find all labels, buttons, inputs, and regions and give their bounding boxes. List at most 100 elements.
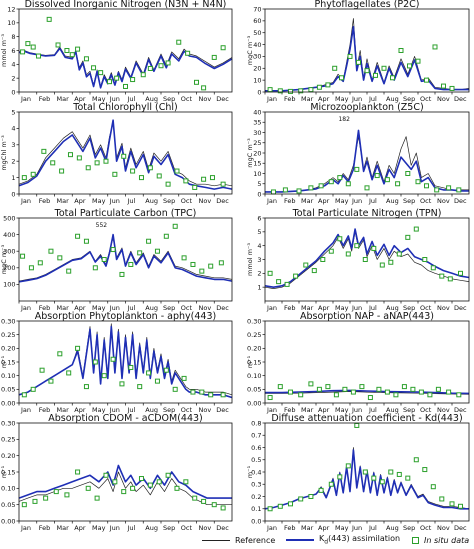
x-tick-label: Apr (318, 95, 330, 103)
x-tick-label: Feb (39, 406, 51, 414)
in-situ-point (410, 386, 416, 392)
in-situ-point (91, 65, 97, 71)
y-tick-label: 0.25 (1, 331, 15, 339)
in-situ-point (25, 41, 31, 47)
x-tick-label: Apr (74, 197, 86, 205)
legend-item-reference: Reference (202, 533, 275, 547)
x-tick-label: Jan (266, 304, 277, 312)
in-situ-point (112, 171, 118, 177)
in-situ-point (165, 472, 171, 478)
in-situ-point (384, 389, 390, 395)
in-situ-point (395, 181, 401, 187)
x-tick-label: Dec (216, 406, 229, 414)
in-situ-point (146, 238, 152, 244)
x-tick-label: Sep (163, 95, 175, 103)
x-tick-label: Apr (318, 304, 330, 312)
x-tick-label: Jul (368, 406, 377, 414)
in-situ-point (83, 384, 89, 390)
x-tick-label: Jan (20, 524, 31, 532)
x-tick-label: May (335, 406, 349, 414)
series-assimilation-line (265, 389, 470, 395)
y-tick-label: 0.30 (1, 419, 15, 427)
y-axis-label: mgChl m⁻³ (0, 135, 8, 171)
x-tick-label: Nov (199, 406, 212, 414)
in-situ-point (298, 496, 304, 502)
in-situ-point (57, 255, 63, 261)
x-tick-label: Jun (351, 197, 362, 205)
x-tick-label: Aug (145, 304, 158, 312)
x-tick-label: Aug (386, 197, 399, 205)
x-tick-label: Jan (20, 304, 31, 312)
in-situ-point (112, 479, 118, 485)
plot-frame (264, 217, 470, 302)
y-tick-label: 10 (7, 19, 15, 27)
in-situ-point (354, 422, 360, 428)
in-situ-point (430, 265, 436, 271)
x-tick-label: Dec (216, 95, 229, 103)
in-situ-point (347, 53, 353, 59)
in-situ-point (165, 181, 171, 187)
in-situ-point (458, 270, 463, 276)
in-situ-point (288, 501, 293, 507)
in-situ-point (21, 175, 27, 181)
y-tick-label: 5 (257, 228, 261, 236)
y-tick-label: 4 (257, 242, 261, 250)
y-tick-label: 2 (11, 158, 15, 166)
in-situ-point (373, 72, 378, 78)
x-tick-label: Oct (420, 524, 432, 532)
in-situ-point (66, 370, 72, 376)
y-tick-label: 2 (11, 74, 15, 82)
x-tick-label: Sep (163, 304, 175, 312)
x-tick-label: Oct (420, 406, 432, 414)
x-tick-label: Nov (437, 95, 450, 103)
y-tick-label: 4 (11, 125, 15, 133)
chart-panel-1: Dissolved Inorganic Nitrogen (N3N + N4N)… (0, 0, 233, 103)
chart-panel-7: Absorption Phytoplankton - aphy(443)m⁻¹0… (0, 311, 233, 414)
annotation-label: 552 (96, 222, 108, 229)
in-situ-point (356, 59, 361, 65)
y-axis-label: mgC m⁻³ (246, 35, 254, 65)
in-situ-point (137, 250, 143, 256)
in-situ-point (172, 386, 178, 392)
y-tick-label: 100 (3, 281, 15, 289)
x-tick-label: Nov (437, 197, 450, 205)
in-situ-point (371, 245, 377, 251)
in-situ-point (318, 183, 324, 189)
in-situ-point (388, 469, 394, 475)
series-reference-line (18, 46, 233, 87)
x-tick-label: Sep (163, 524, 175, 532)
x-tick-label: Feb (284, 95, 296, 103)
in-situ-point (364, 68, 370, 74)
in-situ-point (190, 389, 196, 395)
in-situ-point (128, 364, 134, 370)
x-tick-label: Jun (109, 95, 120, 103)
in-situ-point (337, 474, 343, 480)
in-situ-point (288, 88, 293, 94)
in-situ-point (390, 75, 395, 81)
y-tick-label: 0.20 (1, 345, 15, 353)
x-tick-label: Apr (318, 197, 330, 205)
in-situ-point (277, 384, 283, 390)
x-tick-label: Apr (74, 95, 86, 103)
chart-title: Dissolved Inorganic Nitrogen (N3N + N4N) (25, 0, 227, 10)
in-situ-point (147, 165, 153, 171)
y-tick-label: 0.0 (251, 517, 261, 525)
in-situ-point (130, 485, 136, 491)
series-assimilation-line (18, 325, 233, 399)
in-situ-point (156, 479, 162, 485)
in-situ-point (405, 475, 411, 481)
in-situ-point (110, 247, 116, 253)
legend-assimilation-line (286, 539, 314, 541)
in-situ-point (32, 498, 38, 504)
x-tick-label: Mar (301, 524, 314, 532)
in-situ-point (94, 495, 100, 501)
x-tick-label: Sep (163, 406, 175, 414)
legend: Reference Kd(443) assimilation In situ d… (196, 530, 474, 549)
y-tick-label: 0.1 (251, 505, 261, 513)
series-assimilation-line (265, 129, 469, 193)
in-situ-point (83, 56, 89, 62)
in-situ-point (458, 503, 463, 509)
in-situ-point (439, 273, 445, 279)
in-situ-point (303, 262, 309, 268)
chart-panel-10: Diffuse attenuation coefficient - Kd(443… (246, 413, 470, 532)
